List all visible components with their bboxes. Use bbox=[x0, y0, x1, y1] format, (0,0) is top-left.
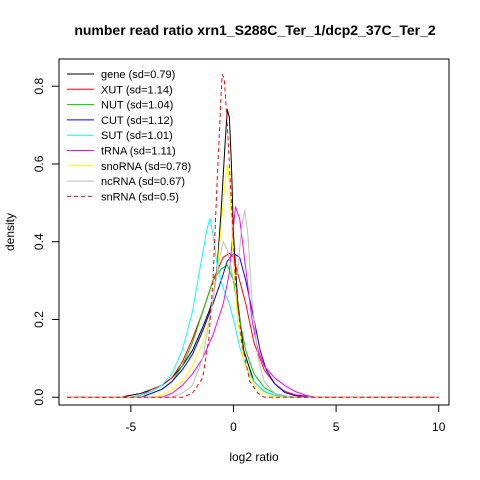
legend-label: snRNA (sd=0.5) bbox=[101, 191, 179, 203]
legend-label: NUT (sd=1.04) bbox=[101, 100, 173, 112]
x-axis-label: log2 ratio bbox=[229, 450, 279, 464]
series-line-4 bbox=[67, 217, 439, 398]
legend-label: XUT (sd=1.14) bbox=[101, 84, 173, 96]
x-tick-label: -5 bbox=[126, 420, 137, 434]
y-tick-label: 0.4 bbox=[32, 233, 46, 250]
series-line-5 bbox=[67, 206, 439, 398]
legend-label: snoRNA (sd=0.78) bbox=[101, 161, 191, 173]
y-tick-label: 0.6 bbox=[32, 155, 46, 172]
chart-title: number read ratio xrn1_S288C_Ter_1/dcp2_… bbox=[74, 22, 436, 38]
x-tick-label: 5 bbox=[333, 420, 340, 434]
y-axis: 0.0 0.2 0.4 0.6 0.8 bbox=[32, 78, 60, 406]
legend-label: gene (sd=0.79) bbox=[101, 69, 175, 81]
series-line-7 bbox=[67, 210, 439, 398]
y-tick-label: 0.0 bbox=[32, 389, 46, 406]
series-layer bbox=[67, 74, 439, 398]
x-tick-label: 10 bbox=[432, 420, 446, 434]
y-axis-label: density bbox=[3, 213, 17, 251]
legend-label: SUT (sd=1.01) bbox=[101, 130, 173, 142]
legend-label: tRNA (sd=1.11) bbox=[101, 146, 176, 158]
legend-label: CUT (sd=1.12) bbox=[101, 115, 173, 127]
legend: gene (sd=0.79) XUT (sd=1.14) NUT (sd=1.04)… bbox=[67, 69, 191, 203]
y-tick-label: 0.2 bbox=[32, 311, 46, 328]
x-axis: -5 0 5 10 bbox=[126, 404, 446, 434]
series-line-6 bbox=[67, 163, 439, 398]
legend-label: ncRNA (sd=0.67) bbox=[101, 176, 185, 188]
series-line-8 bbox=[67, 74, 439, 398]
x-tick-label: 0 bbox=[230, 420, 237, 434]
y-tick-label: 0.8 bbox=[32, 78, 46, 95]
